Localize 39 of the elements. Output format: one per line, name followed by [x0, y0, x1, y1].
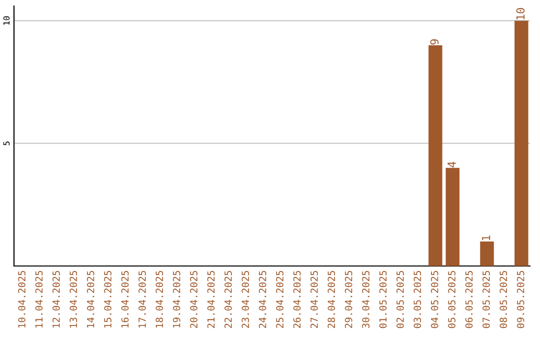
- x-tick-label: 15.04.2025: [104, 270, 112, 328]
- x-tick-label: 12.04.2025: [52, 270, 60, 328]
- x-tick-label: 09.05.2025: [516, 270, 524, 328]
- data-label: 9: [430, 39, 439, 45]
- x-tick-label: 20.04.2025: [190, 270, 198, 328]
- data-label: 4: [448, 162, 456, 168]
- x-tick-label: 18.04.2025: [156, 270, 164, 328]
- x-tick-label: 14.04.2025: [86, 270, 94, 328]
- x-tick-label: 22.04.2025: [224, 270, 232, 328]
- x-tick-label: 11.04.2025: [35, 270, 43, 328]
- bar: [480, 241, 494, 266]
- x-tick-label: 28.04.2025: [328, 270, 336, 328]
- data-label: 10: [516, 8, 525, 20]
- x-tick-label: 04.05.2025: [430, 270, 438, 328]
- y-tick-label: 5: [3, 142, 10, 146]
- data-label: 1: [482, 236, 490, 240]
- bar: [514, 20, 528, 266]
- x-tick-label: 25.04.2025: [276, 270, 284, 328]
- bar: [428, 45, 442, 266]
- x-tick-label: 26.04.2025: [293, 270, 301, 328]
- x-tick-label: 23.04.2025: [242, 270, 250, 328]
- x-tick-label: 10.04.2025: [18, 270, 26, 328]
- bar: [446, 168, 460, 266]
- x-tick-label: 16.04.2025: [121, 270, 129, 328]
- x-tick-label: 01.05.2025: [379, 270, 387, 328]
- x-tick-label: 06.05.2025: [465, 270, 473, 328]
- x-tick-label: 17.04.2025: [138, 270, 146, 328]
- x-tick-label: 30.04.2025: [362, 270, 370, 328]
- x-tick-label: 07.05.2025: [482, 270, 490, 328]
- x-tick-label: 05.05.2025: [448, 270, 456, 328]
- x-tick-label: 27.04.2025: [310, 270, 318, 328]
- x-tick-label: 13.04.2025: [70, 270, 78, 328]
- x-tick-label: 02.05.2025: [396, 270, 404, 328]
- x-tick-label: 29.04.2025: [344, 270, 352, 328]
- x-tick-label: 21.04.2025: [207, 270, 215, 328]
- x-tick-label: 24.04.2025: [258, 270, 266, 328]
- x-tick-label: 03.05.2025: [414, 270, 422, 328]
- x-tick-label: 19.04.2025: [172, 270, 180, 328]
- x-tick-label: 08.05.2025: [500, 270, 508, 328]
